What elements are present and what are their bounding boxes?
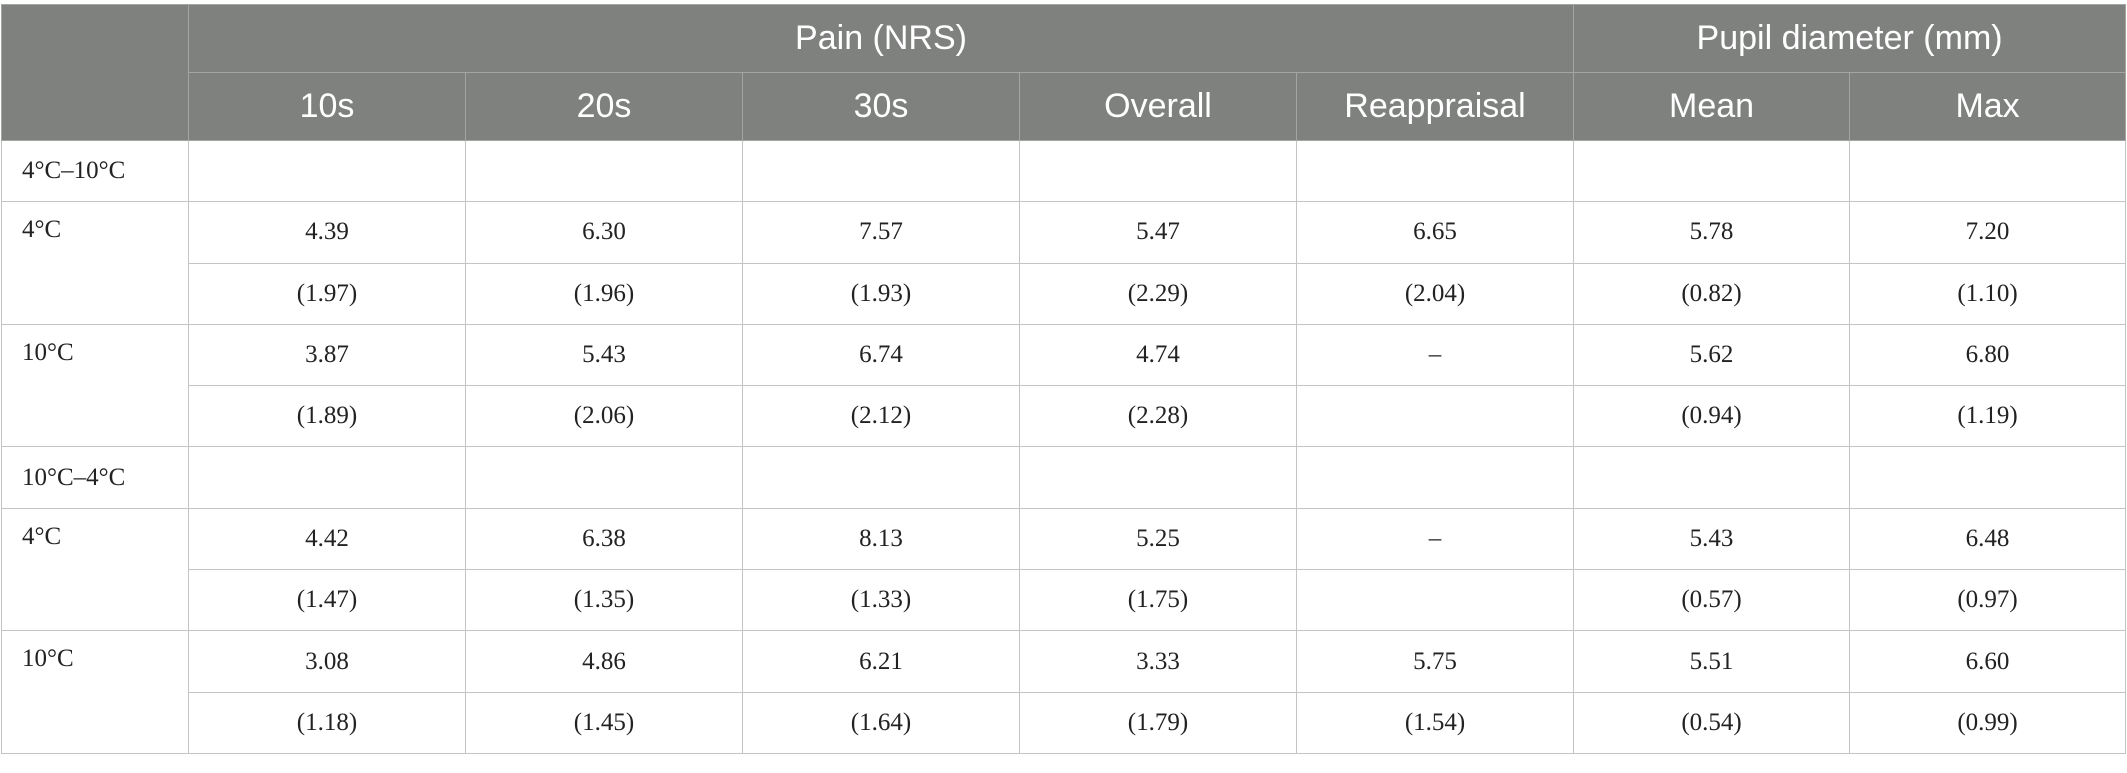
mean-cell: 6.21 [742, 630, 1020, 693]
header-row-groups: Pain (NRS) Pupil diameter (mm) [1, 4, 2127, 141]
col-header-30s: 30s [742, 72, 1020, 141]
corner-header-cell [1, 4, 189, 141]
empty-cell [1295, 139, 1575, 203]
sd-row: (1.47) (1.35) (1.33) (1.75) (0.57) (0.97… [2, 569, 2127, 632]
sd-cell: (1.18) [188, 691, 466, 754]
sd-cell: (1.33) [742, 569, 1020, 632]
mean-cell: 5.62 [1573, 323, 1851, 387]
mean-row: 10°C 3.08 4.86 6.21 3.33 5.75 5.51 6.60 [1, 630, 2127, 754]
mean-cell: 4.39 [188, 201, 466, 264]
condition-label: 4°C [1, 201, 189, 325]
col-header-reappraisal: Reappraisal [1295, 72, 1575, 141]
sd-cell: (2.04) [1295, 262, 1575, 325]
mean-cell: 5.43 [465, 323, 743, 387]
sd-row: (1.18) (1.45) (1.64) (1.79) (1.54) (0.54… [2, 691, 2127, 754]
empty-cell [1295, 446, 1575, 509]
mean-cell: 5.51 [1573, 630, 1851, 693]
section-label: 10°C–4°C [1, 446, 189, 509]
sd-cell: (2.12) [742, 385, 1020, 448]
mean-cell: 4.42 [188, 507, 466, 571]
mean-cell: – [1295, 323, 1575, 387]
mean-cell: 7.57 [742, 201, 1020, 264]
empty-cell [742, 139, 1020, 203]
mean-cell: 3.33 [1019, 630, 1297, 693]
mean-cell: 6.30 [465, 201, 743, 264]
empty-cell [1019, 139, 1297, 203]
col-header-10s: 10s [188, 72, 466, 141]
empty-cell [188, 139, 466, 203]
mean-cell: 6.48 [1849, 507, 2127, 571]
col-header-20s: 20s [465, 72, 743, 141]
mean-cell: 4.74 [1019, 323, 1297, 387]
sd-cell: (1.64) [742, 691, 1020, 754]
sd-row: (1.89) (2.06) (2.12) (2.28) (0.94) (1.19… [2, 385, 2127, 448]
section-label: 4°C–10°C [1, 139, 189, 203]
sd-cell [1295, 385, 1575, 448]
mean-row: 4°C 4.39 6.30 7.57 5.47 6.65 5.78 7.20 [1, 201, 2127, 325]
empty-cell [742, 446, 1020, 509]
sd-cell: (2.29) [1019, 262, 1297, 325]
empty-cell [188, 446, 466, 509]
sd-cell: (2.06) [465, 385, 743, 448]
sd-cell: (1.93) [742, 262, 1020, 325]
empty-cell [1573, 446, 1851, 509]
sd-cell: (1.75) [1019, 569, 1297, 632]
mean-cell: 6.60 [1849, 630, 2127, 693]
sd-cell: (1.19) [1849, 385, 2127, 448]
sd-cell: (0.99) [1849, 691, 2127, 754]
sd-cell: (1.45) [465, 691, 743, 754]
sd-cell: (1.97) [188, 262, 466, 325]
results-table: Pain (NRS) Pupil diameter (mm) 10s 20s 3… [1, 4, 2127, 754]
sd-cell: (0.54) [1573, 691, 1851, 754]
mean-cell: 7.20 [1849, 201, 2127, 264]
sd-cell: (1.54) [1295, 691, 1575, 754]
header-row-columns: 10s 20s 30s Overall Reappraisal Mean Max [2, 72, 2127, 141]
mean-cell: 5.25 [1019, 507, 1297, 571]
sd-cell [1295, 569, 1575, 632]
mean-cell: 6.38 [465, 507, 743, 571]
sd-cell: (1.79) [1019, 691, 1297, 754]
sd-cell: (0.97) [1849, 569, 2127, 632]
col-header-mean: Mean [1573, 72, 1851, 141]
mean-cell: 6.65 [1295, 201, 1575, 264]
mean-cell: 5.47 [1019, 201, 1297, 264]
mean-cell: – [1295, 507, 1575, 571]
pain-group-header: Pain (NRS) [187, 4, 1575, 73]
sd-cell: (1.35) [465, 569, 743, 632]
mean-row: 4°C 4.42 6.38 8.13 5.25 – 5.43 6.48 [1, 507, 2127, 632]
col-header-overall: Overall [1019, 72, 1297, 141]
sd-row: (1.97) (1.96) (1.93) (2.29) (2.04) (0.82… [2, 262, 2127, 325]
condition-label: 10°C [1, 630, 189, 754]
mean-cell: 6.80 [1849, 323, 2127, 387]
mean-cell: 3.87 [188, 323, 466, 387]
sd-cell: (1.96) [465, 262, 743, 325]
mean-cell: 3.08 [188, 630, 466, 693]
sd-cell: (1.47) [188, 569, 466, 632]
mean-cell: 4.86 [465, 630, 743, 693]
sd-cell: (1.10) [1849, 262, 2127, 325]
condition-label: 10°C [1, 323, 189, 448]
empty-cell [1019, 446, 1297, 509]
empty-cell [1849, 139, 2127, 203]
condition-label: 4°C [1, 507, 189, 632]
empty-cell [1849, 446, 2127, 509]
empty-cell [1573, 139, 1851, 203]
mean-cell: 6.74 [742, 323, 1020, 387]
mean-cell: 5.75 [1295, 630, 1575, 693]
empty-cell [465, 139, 743, 203]
mean-cell: 8.13 [742, 507, 1020, 571]
mean-row: 10°C 3.87 5.43 6.74 4.74 – 5.62 6.80 [1, 323, 2127, 448]
empty-cell [465, 446, 743, 509]
mean-cell: 5.43 [1573, 507, 1851, 571]
sd-cell: (0.57) [1573, 569, 1851, 632]
section-row: 4°C–10°C [1, 139, 2127, 203]
sd-cell: (2.28) [1019, 385, 1297, 448]
mean-cell: 5.78 [1573, 201, 1851, 264]
col-header-max: Max [1849, 72, 2127, 141]
sd-cell: (0.94) [1573, 385, 1851, 448]
sd-cell: (1.89) [188, 385, 466, 448]
pupil-group-header: Pupil diameter (mm) [1573, 4, 2127, 73]
sd-cell: (0.82) [1573, 262, 1851, 325]
section-row: 10°C–4°C [1, 446, 2127, 509]
